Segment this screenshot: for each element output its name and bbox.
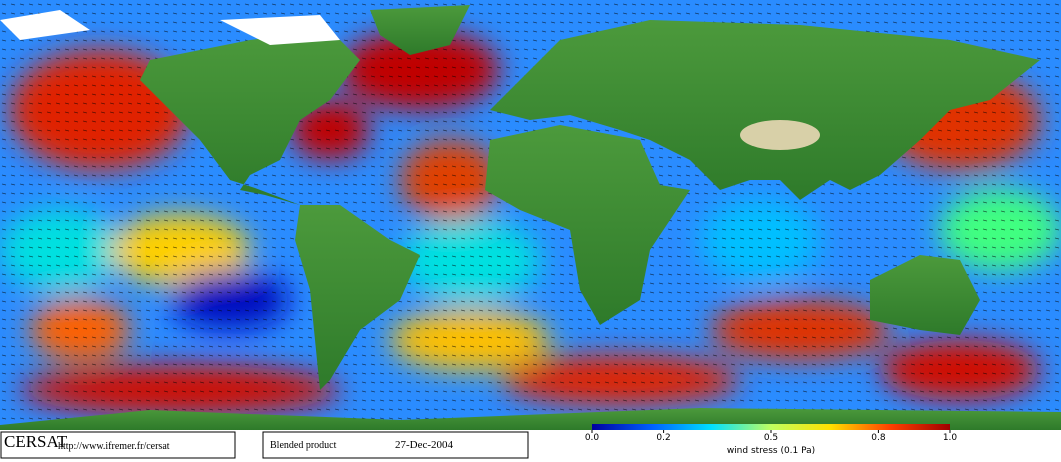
logo-box bbox=[0, 431, 236, 459]
info-box bbox=[262, 431, 529, 459]
date: 27-Dec-2004 bbox=[395, 439, 454, 451]
product: Blended product bbox=[270, 440, 337, 451]
colorbar-tick-label: 0.5 bbox=[764, 433, 778, 443]
colorbar-tick-label: 1.0 bbox=[943, 433, 958, 443]
url: http://www.ifremer.fr/cersat bbox=[58, 441, 170, 452]
plateau bbox=[740, 120, 820, 150]
colorbar bbox=[592, 424, 950, 430]
colorbar-tick-label: 0.2 bbox=[656, 433, 670, 443]
colorbar-label: wind stress (0.1 Pa) bbox=[727, 446, 815, 456]
colorbar-tick-label: 0.8 bbox=[871, 433, 886, 443]
colorbar-tick-label: 0.0 bbox=[585, 433, 600, 443]
logo: CERSAT bbox=[4, 432, 68, 451]
land bbox=[0, 5, 1061, 430]
ice bbox=[0, 10, 340, 45]
